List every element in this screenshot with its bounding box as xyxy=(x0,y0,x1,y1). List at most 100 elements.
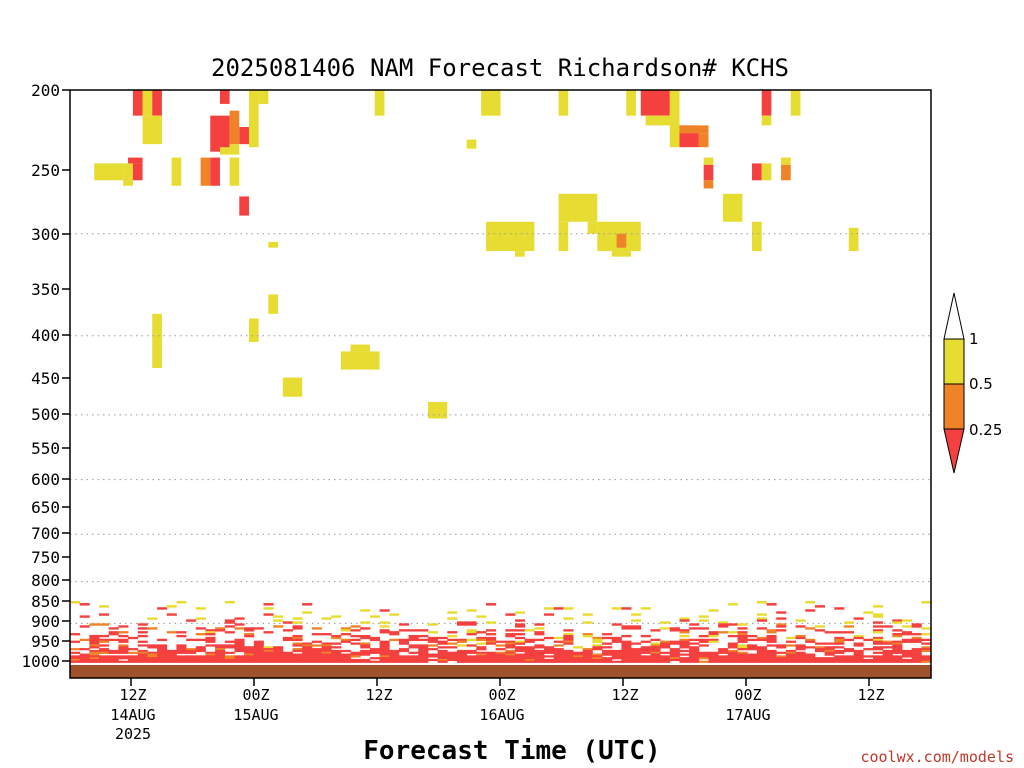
ri-cell-low xyxy=(186,657,197,660)
ri-cell-low xyxy=(582,658,593,662)
ri-cell-low xyxy=(515,655,526,658)
ri-cell-low xyxy=(195,633,206,636)
ri-cell-low xyxy=(476,655,487,658)
ri-cell-low xyxy=(660,657,671,660)
ri-cell xyxy=(703,180,714,189)
ri-cell-low xyxy=(756,613,767,616)
ri-cell-low xyxy=(766,657,777,660)
ri-cell-low xyxy=(669,657,680,660)
ri-cell-low xyxy=(524,638,535,642)
ri-cell-low xyxy=(253,657,264,660)
ri-cell-low xyxy=(650,657,661,660)
ri-cell-low xyxy=(418,638,429,642)
ri-cell-low xyxy=(234,655,245,658)
ri-cell-low xyxy=(843,631,855,634)
ri-cell-low xyxy=(331,657,342,660)
ri-cell-low xyxy=(427,648,439,651)
x-tick-label: 12Z xyxy=(611,686,638,704)
ri-cell-low xyxy=(273,660,284,663)
ri-cell-low xyxy=(737,631,748,634)
ri-cell-low xyxy=(766,640,777,643)
ri-cell-low xyxy=(621,653,632,656)
ri-cell-low xyxy=(776,658,787,662)
ri-cell xyxy=(781,164,791,181)
ri-cell-low xyxy=(843,655,855,658)
ri-cell-low xyxy=(602,653,613,656)
ri-cell-low xyxy=(205,636,216,640)
ri-cell xyxy=(427,401,448,419)
ri-cell-low xyxy=(456,649,468,653)
ri-cell-low xyxy=(437,655,448,658)
ri-cell-low xyxy=(215,651,226,654)
ri-cell-low xyxy=(128,658,139,662)
richardson-cells xyxy=(94,90,859,419)
ri-cell-low xyxy=(602,660,613,663)
ri-cell-low xyxy=(737,660,748,663)
ri-cell-low xyxy=(321,653,332,656)
ri-cell-low xyxy=(708,651,719,654)
ri-cell-low xyxy=(834,649,845,653)
ri-cell-low xyxy=(302,642,313,645)
ri-cell-low xyxy=(553,655,564,658)
ri-cell-low xyxy=(234,642,245,645)
ri-cell-low xyxy=(582,660,593,663)
ri-cell-low xyxy=(776,651,787,654)
ri-cell xyxy=(282,377,303,397)
ri-cell-low xyxy=(99,623,110,626)
ri-cell-low xyxy=(331,660,342,663)
ri-cell-low xyxy=(737,633,748,636)
ri-cell-low xyxy=(389,631,400,634)
x-tick-date: 16AUG xyxy=(479,706,524,724)
y-tick-label: 600 xyxy=(31,470,60,489)
ri-cell-low xyxy=(456,658,468,662)
ri-cell-low xyxy=(398,648,409,651)
ri-cell-low xyxy=(756,646,767,649)
ri-cell xyxy=(239,127,249,145)
ri-cell-low xyxy=(205,655,216,658)
ri-cell xyxy=(703,157,714,165)
ri-cell-low xyxy=(379,621,390,624)
ri-cell-low xyxy=(408,646,419,649)
y-tick-label: 350 xyxy=(31,280,60,299)
ri-cell-low xyxy=(756,617,767,620)
ri-cell-low xyxy=(118,660,129,663)
ri-cell-low xyxy=(340,629,351,632)
ri-cell-low xyxy=(592,653,603,656)
ri-cell-low xyxy=(553,640,564,643)
ri-cell-low xyxy=(273,653,284,656)
ri-cell-low xyxy=(563,658,574,662)
ri-cell-low xyxy=(389,658,400,662)
ri-cell-low xyxy=(573,651,584,654)
y-tick-label: 400 xyxy=(31,326,60,345)
ri-cell-low xyxy=(166,653,177,656)
ri-cell-low xyxy=(292,621,303,624)
ri-cell-low xyxy=(872,640,884,643)
ri-cell-low xyxy=(418,658,429,662)
ri-cell-low xyxy=(292,627,303,630)
ri-cell-low xyxy=(631,613,642,616)
ri-cell-low xyxy=(563,638,574,642)
ri-cell-low xyxy=(611,649,622,653)
ri-cell-low xyxy=(292,660,303,663)
ri-cell-low xyxy=(650,648,661,651)
ri-cell-low xyxy=(427,653,439,656)
ri-cell-low xyxy=(485,657,497,660)
ri-cell-low xyxy=(427,623,439,626)
ri-cell-low xyxy=(737,638,748,642)
ri-cell-low xyxy=(466,660,477,663)
ri-cell-low xyxy=(157,646,168,649)
ri-cell-low xyxy=(679,657,690,660)
ri-cell-low xyxy=(302,648,313,651)
ri-cell-low xyxy=(689,660,700,663)
ri-cell-low xyxy=(737,648,748,651)
ri-cell-low xyxy=(776,660,787,663)
ri-cell-low xyxy=(302,644,313,647)
ri-cell-low xyxy=(553,657,564,660)
ri-cell-low xyxy=(650,646,661,649)
ri-cell-low xyxy=(631,625,642,628)
ri-cell-low xyxy=(147,651,158,654)
ri-cell-low xyxy=(485,621,497,624)
ri-cell-low xyxy=(273,625,284,628)
ri-cell-low xyxy=(582,653,593,656)
ri-cell-low xyxy=(621,658,632,662)
